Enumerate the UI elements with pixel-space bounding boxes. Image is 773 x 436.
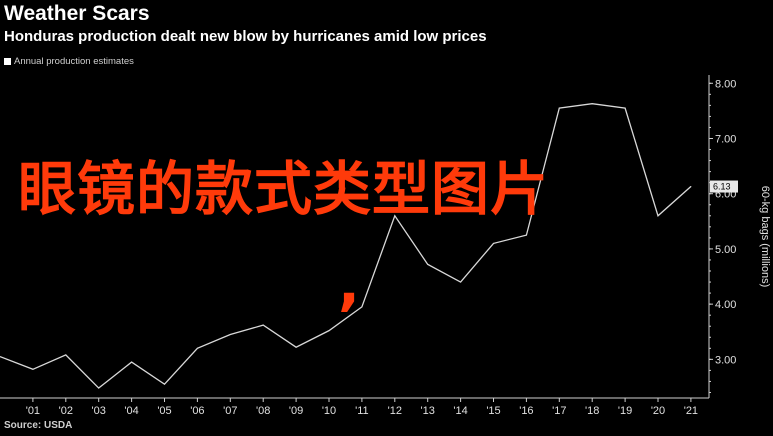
data-point — [98, 387, 100, 389]
data-point — [460, 281, 462, 283]
x-tick-label: '15 — [486, 405, 500, 417]
data-point — [624, 107, 626, 109]
data-point — [229, 334, 231, 336]
data-point — [657, 215, 659, 217]
data-point — [394, 215, 396, 217]
data-point — [525, 234, 527, 236]
y-tick-label: 7.00 — [715, 133, 736, 145]
chart-title: Weather Scars — [4, 2, 150, 25]
y-tick-label: 8.00 — [715, 78, 736, 90]
last-value-box — [710, 180, 738, 193]
watermark-overlay-text: 眼镜的款式类型图片 — [18, 155, 550, 223]
x-tick-label: '09 — [289, 405, 303, 417]
source-note: Source: USDA — [4, 420, 73, 431]
last-value-label: 6.13 — [713, 182, 731, 192]
series-line — [0, 103, 692, 389]
x-tick-label: '12 — [388, 405, 402, 417]
legend-label: Annual production estimates — [14, 56, 134, 67]
x-tick-label: '03 — [92, 405, 106, 417]
data-point — [32, 368, 34, 370]
data-point — [690, 186, 692, 188]
data-point — [131, 361, 133, 363]
x-tick-label: '01 — [26, 405, 40, 417]
y-tick-label: 4.00 — [715, 299, 736, 311]
data-point — [262, 324, 264, 326]
data-point — [65, 354, 67, 356]
legend-swatch — [4, 58, 11, 65]
chart-subtitle: Honduras production dealt new blow by hu… — [4, 28, 487, 45]
data-point — [591, 103, 593, 105]
x-tick-label: '19 — [618, 405, 632, 417]
x-tick-label: '08 — [256, 405, 270, 417]
watermark-overlay-comma: , — [338, 250, 361, 318]
x-tick-label: '11 — [355, 405, 369, 417]
x-tick-label: '06 — [190, 405, 204, 417]
data-point — [164, 383, 165, 385]
x-tick-label: '04 — [124, 405, 138, 417]
data-point — [295, 346, 297, 348]
data-point — [493, 242, 494, 244]
data-point — [196, 347, 198, 349]
x-tick-label: '05 — [157, 405, 171, 417]
x-tick-label: '13 — [421, 405, 435, 417]
x-tick-label: '02 — [59, 405, 73, 417]
data-point — [558, 107, 560, 109]
data-point — [328, 330, 330, 332]
data-point — [427, 263, 429, 265]
data-point — [0, 356, 1, 358]
x-tick-label: '21 — [684, 405, 698, 417]
y-tick-label: 5.00 — [715, 244, 736, 256]
y-axis-title: 60-kg bags (millions) — [759, 186, 771, 287]
y-tick-label: 3.00 — [715, 354, 736, 366]
x-tick-label: '17 — [552, 405, 566, 417]
x-tick-label: '16 — [519, 405, 533, 417]
x-tick-label: '14 — [453, 405, 467, 417]
legend: Annual production estimates — [4, 56, 134, 67]
x-tick-label: '20 — [651, 405, 665, 417]
x-tick-label: '07 — [223, 405, 237, 417]
x-tick-label: '18 — [585, 405, 599, 417]
x-tick-label: '10 — [322, 405, 336, 417]
data-point — [361, 306, 363, 308]
